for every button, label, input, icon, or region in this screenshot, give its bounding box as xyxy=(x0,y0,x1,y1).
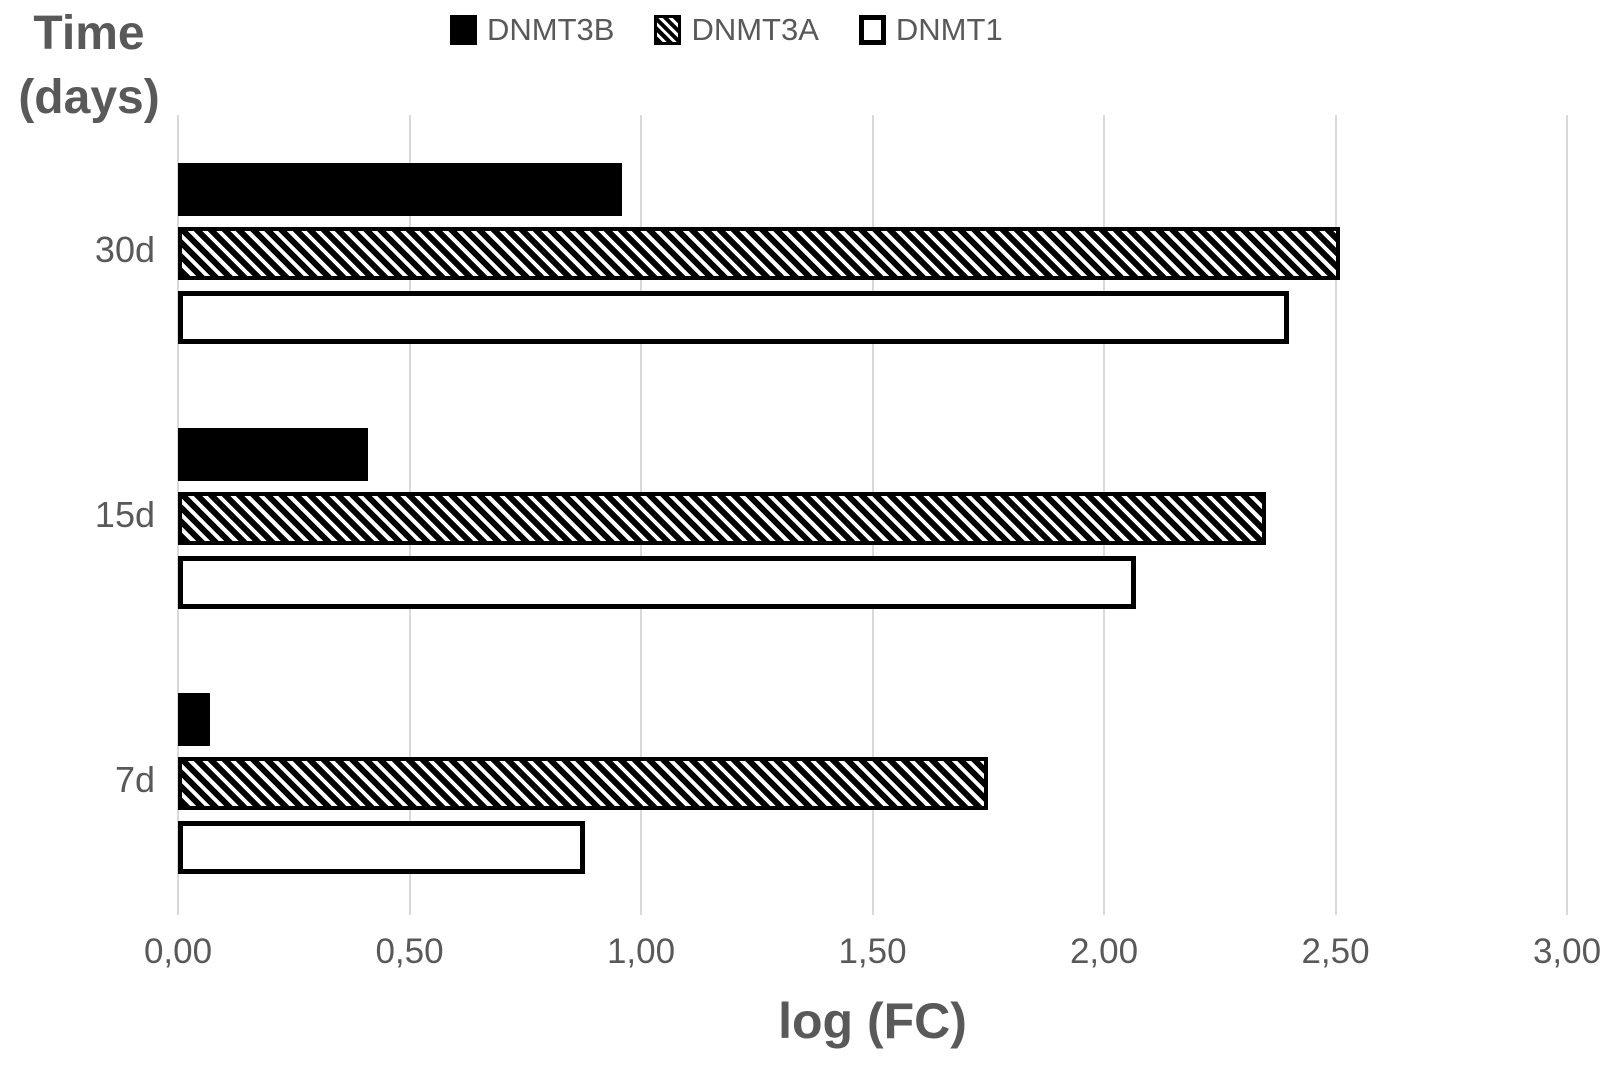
y-axis-title-line2: (days) xyxy=(18,71,160,124)
bar-15d-dnmt3b xyxy=(178,427,368,481)
legend-item-dnmt3b: DNMT3B xyxy=(450,12,614,48)
x-tick-label: 2,00 xyxy=(1069,932,1139,971)
bar-15d-dnmt1 xyxy=(178,555,1137,609)
x-tick-label: 2,50 xyxy=(1301,932,1370,971)
legend-label: DNMT3B xyxy=(487,12,615,47)
x-tick-label: 1,50 xyxy=(838,932,907,971)
plot-area xyxy=(177,115,1568,915)
bar-30d-dnmt3b xyxy=(178,162,623,216)
diagonal-hatch-square-icon xyxy=(654,15,682,45)
bar-30d-dnmt3a xyxy=(178,226,1341,280)
x-tick-label: 3,00 xyxy=(1532,932,1600,971)
legend-item-dnmt1: DNMT1 xyxy=(858,12,1003,48)
x-axis-title: log (FC) xyxy=(778,993,967,1049)
legend-label: DNMT3A xyxy=(691,12,819,47)
bar-7d-dnmt3a xyxy=(178,756,989,810)
legend-label: DNMT1 xyxy=(895,12,1003,47)
y-axis-title-line1: Time xyxy=(33,7,145,60)
bar-30d-dnmt1 xyxy=(178,290,1290,344)
category-label-15d: 15d xyxy=(94,494,155,535)
y-axis-title: Time (days) xyxy=(0,2,178,130)
legend-item-dnmt3a: DNMT3A xyxy=(654,12,819,48)
solid-black-square-icon xyxy=(450,15,477,45)
bar-7d-dnmt1 xyxy=(178,820,586,874)
bar-15d-dnmt3a xyxy=(178,491,1267,545)
category-label-7d: 7d xyxy=(114,759,155,800)
gridline-x-2,50 xyxy=(1334,115,1337,915)
x-tick-label: 0,50 xyxy=(375,932,444,971)
legend: DNMT3B DNMT3A DNMT1 xyxy=(450,12,1003,48)
category-label-30d: 30d xyxy=(94,229,155,270)
x-tick-label: 0,00 xyxy=(143,932,213,971)
white-outlined-square-icon xyxy=(858,15,886,45)
bar-7d-dnmt3b xyxy=(178,692,211,746)
gridline-x-3,00 xyxy=(1566,115,1568,915)
x-tick-label: 1,00 xyxy=(606,932,676,971)
